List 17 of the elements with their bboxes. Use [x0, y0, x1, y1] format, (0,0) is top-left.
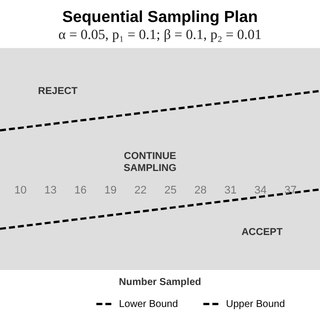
x-tick-label: 34: [254, 184, 267, 196]
x-tick-label: 13: [44, 184, 57, 196]
x-tick-label: 28: [194, 184, 207, 196]
legend-label: Lower Bound: [119, 299, 178, 310]
legend-label: Upper Bound: [226, 299, 285, 310]
x-tick-label: 16: [74, 184, 87, 196]
x-tick-label: 22: [134, 184, 147, 196]
x-tick-label: 10: [14, 184, 27, 196]
x-tick-label: 25: [164, 184, 177, 196]
annotation: ACCEPT: [241, 227, 283, 238]
annotation: REJECT: [38, 86, 78, 97]
x-tick-label: 19: [104, 184, 117, 196]
x-axis-title: Number Sampled: [118, 277, 202, 288]
chart-title: Sequential Sampling Plan: [62, 9, 258, 26]
x-tick-label: 31: [224, 184, 237, 196]
annotation: CONTINUE SAMPLING: [124, 151, 177, 174]
chart-subtitle: α = 0.05, p₁ = 0.1; β = 0.1, p₂ = 0.01: [58, 28, 262, 43]
